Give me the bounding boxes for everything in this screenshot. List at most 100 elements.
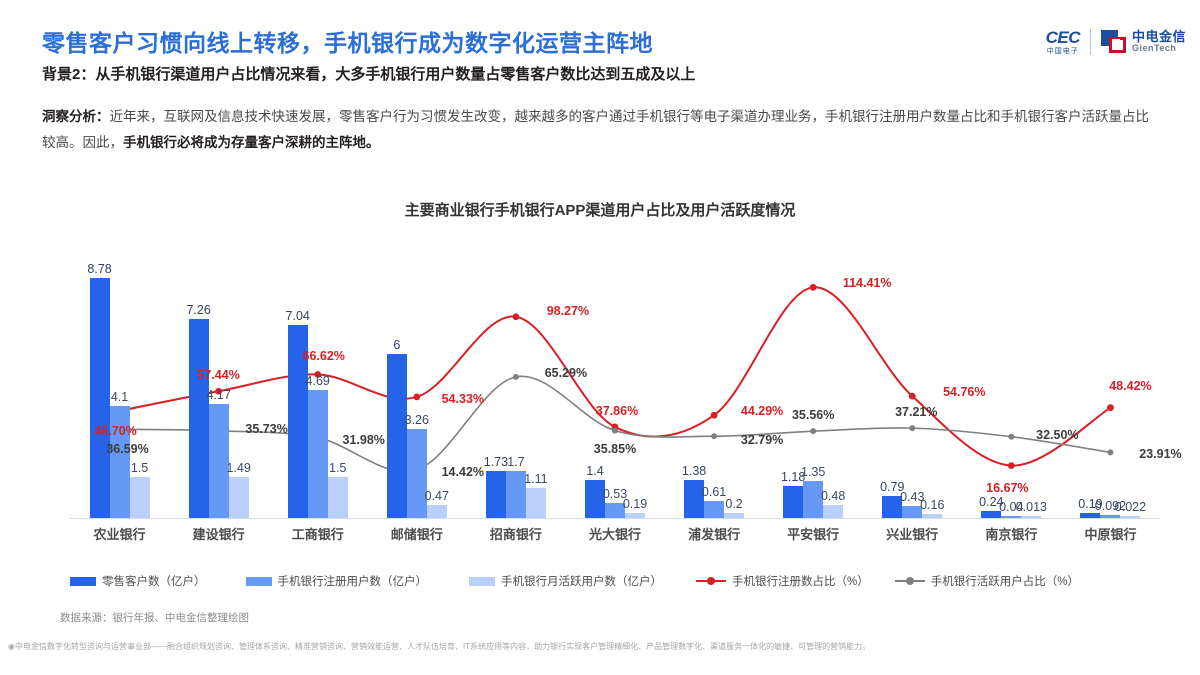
bar-active: 0.2	[724, 497, 745, 518]
legend-swatch-icon	[469, 576, 495, 586]
bar-value-label: 6	[393, 337, 401, 352]
bar-value-label: 0.013	[1015, 500, 1047, 514]
line-point	[512, 373, 519, 380]
bar-value-label: 7.04	[285, 309, 310, 324]
bar-value-label: 1.35	[800, 465, 826, 480]
bar-active: 0.19	[623, 497, 647, 518]
bar-retail: 1.4	[584, 464, 605, 518]
bar-group: 1.4 0.53 0.19	[565, 228, 664, 518]
line-value-label: 65.29%	[544, 365, 588, 380]
legend-item-3[interactable]: 手机银行注册数占比（%）	[696, 573, 869, 589]
insight-body: 近年来，互联网及信息技术快速发展，零售客户行为习惯发生改变，越来越多的客户通过手…	[42, 109, 1149, 150]
line-value-label: 32.79%	[740, 433, 784, 448]
cec-logo: CEC 中国电子	[1046, 29, 1081, 55]
bar-value-label: 1.11	[524, 471, 548, 486]
line-value-label: 57.44%	[197, 368, 240, 383]
page-title: 零售客户习惯向线上转移，手机银行成为数字化运营主阵地	[42, 30, 653, 56]
x-axis-label-2: 工商银行	[291, 527, 344, 542]
bar-registered: 0.61	[702, 485, 726, 518]
chart-plot: 8.78 4.1 1.5 7.26 4.17 1.49 7.04 4.69 1.5 6 3.26 0.…	[70, 228, 1182, 518]
bar-value-label: 4.1	[110, 389, 129, 404]
legend-line-icon	[696, 576, 726, 586]
bar-value-label: 0.24	[979, 495, 1004, 510]
bar-value-label: 0.2	[725, 496, 743, 511]
bar-value-label: 1.18	[780, 469, 806, 484]
line-value-label: 66.62%	[302, 349, 345, 364]
line-point	[612, 427, 618, 434]
source-note: 数据来源：银行年报、中电金信整理绘图	[60, 612, 249, 624]
bar-value-label: 4.69	[305, 373, 330, 388]
bar-retail: 7.04	[286, 309, 310, 518]
line-value-label: 54.76%	[943, 385, 986, 400]
bar-value-label: 1.49	[226, 461, 251, 476]
bar-value-label: 7.26	[186, 303, 211, 318]
line-value-label: 35.73%	[245, 421, 288, 436]
bar-group: 0.24 0.04 0.013	[962, 228, 1061, 518]
bar-value-label: 1.5	[130, 460, 149, 475]
legend-item-0[interactable]: 零售客户数（亿户）	[70, 573, 206, 589]
x-axis-label-8: 兴业银行	[886, 527, 939, 542]
bar-group: 1.73 1.7 1.11	[466, 228, 565, 518]
bar-value-label: 1.7	[507, 455, 525, 470]
bar-value-label: 1.73	[483, 454, 509, 469]
bar-value-label: 0.48	[820, 488, 846, 503]
line-point	[1107, 404, 1114, 412]
bar-group: 6 3.26 0.47	[367, 228, 466, 518]
bar-registered: 1.35	[801, 465, 825, 518]
legend-item-4[interactable]: 手机银行活跃用户占比（%）	[894, 573, 1079, 589]
bar-registered: 4.17	[206, 388, 231, 518]
bar-registered: 3.26	[405, 413, 429, 518]
line-value-label: 16.67%	[986, 480, 1029, 495]
insight-paragraph: 洞察分析：近年来，互联网及信息技术快速发展，零售客户行为习惯发生改变，越来越多的…	[42, 104, 1157, 156]
bar-value-label: 3.26	[404, 412, 429, 427]
insight-body-emphasis: 手机银行必将成为存量客户深耕的主阵地。	[123, 135, 380, 150]
x-axis-label-4: 招商银行	[489, 527, 542, 542]
legend-item-2[interactable]: 手机银行月活跃用户数（亿户）	[469, 573, 662, 589]
bar-active: 0.48	[821, 489, 845, 518]
line-point	[710, 411, 718, 419]
line-value-label: 32.50%	[1036, 427, 1079, 442]
bar-retail: 0.19	[1078, 497, 1103, 518]
bar-value-label: 0.092	[1094, 499, 1127, 514]
bar-registered: 0.092	[1095, 499, 1126, 518]
bar-registered: 0.04	[999, 500, 1024, 518]
bar-group: 7.26 4.17 1.49	[169, 228, 268, 518]
line-value-label: 31.98%	[342, 432, 385, 447]
bar-active: 0.47	[425, 489, 449, 518]
line-value-label: 37.21%	[895, 405, 938, 420]
bar-group: 1.18 1.35 0.48	[764, 228, 863, 518]
legend-label: 手机银行注册用户数（亿户）	[277, 576, 428, 588]
bar-group: 8.78 4.1 1.5	[70, 228, 169, 518]
bar-retail: 8.78	[87, 262, 112, 518]
bar-group: 0.79 0.43 0.16	[863, 228, 962, 518]
line-point	[809, 283, 817, 291]
line-point	[1008, 433, 1015, 440]
brand-logos: CEC 中国电子 中电金信 GienTech	[1046, 22, 1186, 62]
bar-retail: 6	[386, 338, 407, 518]
bar-active: 1.5	[327, 461, 348, 518]
line-point	[413, 393, 421, 401]
bar-registered: 0.53	[603, 487, 627, 518]
legend-swatch-icon	[245, 576, 272, 586]
bar-active: 1.49	[226, 461, 251, 518]
line-point	[1007, 462, 1015, 469]
legend-item-1[interactable]: 手机银行注册用户数（亿户）	[245, 573, 428, 589]
line-value-label: 44.29%	[740, 404, 784, 419]
line-point	[314, 371, 322, 378]
page-header: 零售客户习惯向线上转移，手机银行成为数字化运营主阵地 背景2：从手机银行渠道用户…	[0, 0, 1200, 96]
line-value-label: 35.85%	[593, 441, 637, 456]
line-value-label: 46.70%	[94, 423, 137, 438]
line-point	[711, 433, 718, 440]
line-value-label: 114.41%	[842, 276, 892, 291]
gientech-mark-icon	[1100, 30, 1127, 54]
bar-value-label: 8.78	[87, 261, 112, 276]
bar-value-label: 0.19	[1078, 496, 1103, 511]
bar-group: 1.38 0.61 0.2	[665, 228, 764, 518]
bar-registered: 1.7	[505, 455, 526, 518]
bar-registered: 4.69	[306, 374, 330, 518]
bar-active: 1.5	[129, 461, 150, 518]
gientech-logo-cn: 中电金信	[1131, 29, 1186, 45]
line-point	[909, 425, 916, 432]
bar-registered: 4.1	[109, 390, 130, 518]
line-value-label: 36.59%	[106, 442, 149, 457]
